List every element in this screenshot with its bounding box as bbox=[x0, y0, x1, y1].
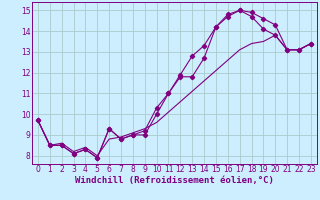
X-axis label: Windchill (Refroidissement éolien,°C): Windchill (Refroidissement éolien,°C) bbox=[75, 176, 274, 185]
